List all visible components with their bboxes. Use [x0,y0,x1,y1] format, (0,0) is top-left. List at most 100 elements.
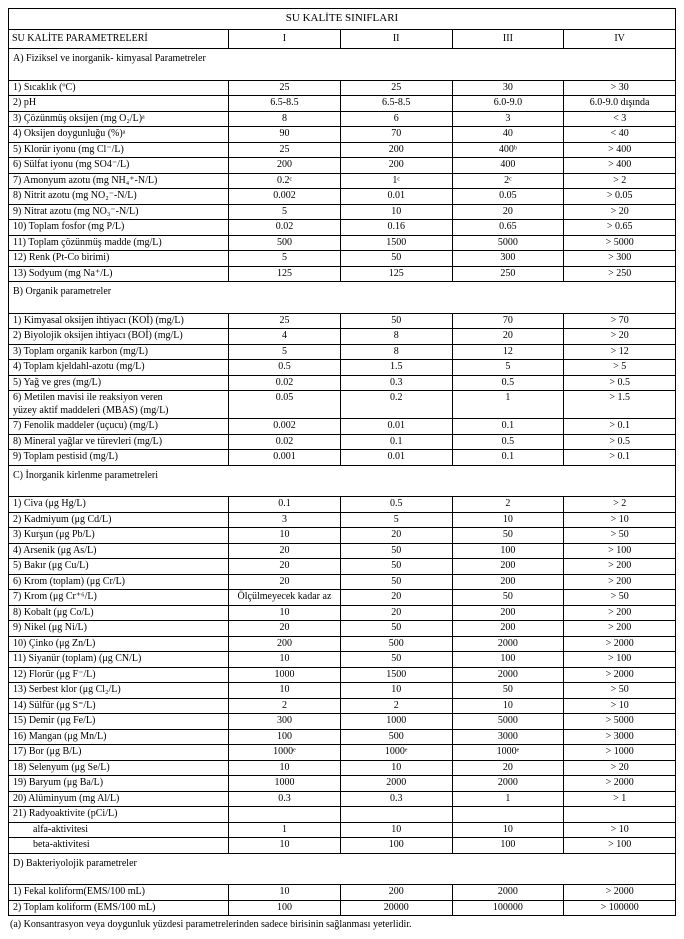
param-value: 6.0-9.0 [452,96,564,112]
param-value: > 200 [564,559,676,575]
col-header-class-1: I [229,29,341,49]
param-value: 10 [452,512,564,528]
param-value: > 250 [564,266,676,282]
param-label: 4) Arsenik (μg As/L) [9,543,229,559]
param-value: 5000 [452,235,564,251]
param-value: 1ᶜ [340,173,452,189]
param-value: > 100 [564,543,676,559]
param-value: 1000ᵉ [340,745,452,761]
param-value: 1500 [340,667,452,683]
param-value: 0.1 [229,497,341,513]
param-value: > 2000 [564,636,676,652]
section-label: B) Organik parametreler [9,282,676,314]
param-value: 20 [229,559,341,575]
param-value: 5 [229,204,341,220]
param-value: 100 [452,652,564,668]
param-value: 25 [229,142,341,158]
param-value: 400 [452,158,564,174]
param-value: > 0.5 [564,434,676,450]
param-value: 6.5-8.5 [340,96,452,112]
param-value: 10 [229,528,341,544]
param-value: 200 [340,885,452,901]
param-value: > 70 [564,313,676,329]
param-label: 19) Baryum (μg Ba/L) [9,776,229,792]
param-value: 10 [229,683,341,699]
param-value: 100000 [452,900,564,916]
param-value: 50 [340,313,452,329]
param-value [229,807,341,823]
param-value: 20 [340,590,452,606]
param-value: > 12 [564,344,676,360]
param-value: 50 [340,559,452,575]
col-header-class-2: II [340,29,452,49]
param-value: > 0.5 [564,375,676,391]
param-value: 20 [452,760,564,776]
param-value: > 200 [564,605,676,621]
param-value: 300 [452,251,564,267]
section-label: A) Fiziksel ve inorganik- kimyasal Param… [9,49,676,81]
param-label: 12) Florür (μg F⁻/L) [9,667,229,683]
param-value: 20 [340,605,452,621]
param-value: > 100 [564,652,676,668]
param-value: 2 [229,698,341,714]
param-value: 70 [452,313,564,329]
param-value: > 2 [564,497,676,513]
param-value: 1000 [229,667,341,683]
param-value: > 200 [564,574,676,590]
param-value: > 10 [564,512,676,528]
param-value: 50 [340,621,452,637]
param-value [564,807,676,823]
param-value: 3 [229,512,341,528]
section-label: D) Bakteriyolojik parametreler [9,853,676,885]
param-value: 0.002 [229,189,341,205]
param-value: 125 [229,266,341,282]
param-value: 4 [229,329,341,345]
param-value: > 1 [564,791,676,807]
param-label: 1) Sıcaklık (ºC) [9,80,229,96]
param-value: 50 [452,590,564,606]
param-label: alfa-aktivitesi [9,822,229,838]
param-value: 50 [340,251,452,267]
param-label: 16) Mangan (μg Mn/L) [9,729,229,745]
param-value: 20 [452,204,564,220]
param-value: 200 [452,621,564,637]
param-label: 7) Krom (μg Cr⁺⁶/L) [9,590,229,606]
param-value: > 1000 [564,745,676,761]
param-value: 200 [452,574,564,590]
param-value: 2000 [452,667,564,683]
param-value: > 400 [564,142,676,158]
param-value: > 2000 [564,776,676,792]
param-value: 400ᵇ [452,142,564,158]
param-value: > 0.65 [564,220,676,236]
param-value: 10 [452,698,564,714]
param-value: 10 [340,760,452,776]
param-value: > 2000 [564,885,676,901]
param-value: 0.002 [229,419,341,435]
param-value: 10 [229,652,341,668]
param-value: > 50 [564,683,676,699]
param-label: 7) Fenolik maddeler (uçucu) (mg/L) [9,419,229,435]
param-value: 0.01 [340,450,452,466]
param-value: > 100000 [564,900,676,916]
section-label: C) İnorganik kirlenme parametreleri [9,465,676,497]
param-value: 1000ᵉ [229,745,341,761]
param-value: 0.01 [340,189,452,205]
param-value: Ölçülmeyecek kadar az [229,590,341,606]
param-value: > 20 [564,329,676,345]
param-value: 2000 [452,776,564,792]
param-label: 12) Renk (Pt-Co birimi) [9,251,229,267]
param-value: > 200 [564,621,676,637]
param-value: 8 [340,329,452,345]
param-value: 10 [229,885,341,901]
param-value: 2000 [340,776,452,792]
param-value: 2000 [452,636,564,652]
param-value: 0.16 [340,220,452,236]
param-value: > 5000 [564,235,676,251]
param-value: 0.2 [340,391,452,419]
param-value: > 20 [564,760,676,776]
param-value: > 1.5 [564,391,676,419]
param-value: > 5 [564,360,676,376]
param-value: 5 [229,344,341,360]
param-label: 18) Selenyum (μg Se/L) [9,760,229,776]
param-value: 20 [340,528,452,544]
